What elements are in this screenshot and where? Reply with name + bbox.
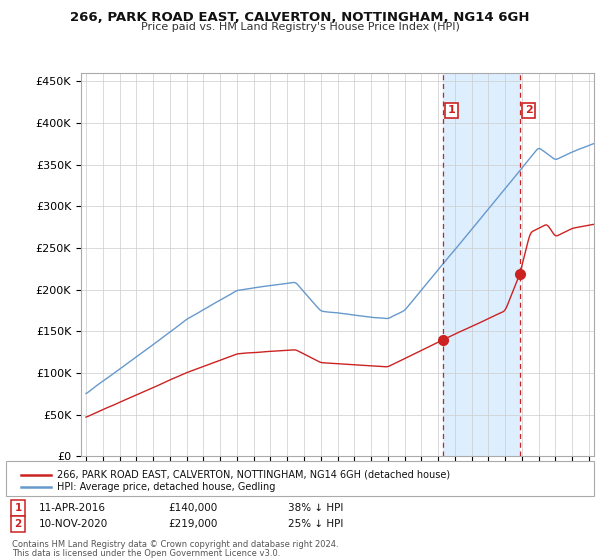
Text: 2: 2 <box>525 105 533 115</box>
Text: HPI: Average price, detached house, Gedling: HPI: Average price, detached house, Gedl… <box>57 482 275 492</box>
Text: This data is licensed under the Open Government Licence v3.0.: This data is licensed under the Open Gov… <box>12 549 280 558</box>
Text: 266, PARK ROAD EAST, CALVERTON, NOTTINGHAM, NG14 6GH (detached house): 266, PARK ROAD EAST, CALVERTON, NOTTINGH… <box>57 470 450 480</box>
Text: 1: 1 <box>14 503 22 513</box>
Text: Contains HM Land Registry data © Crown copyright and database right 2024.: Contains HM Land Registry data © Crown c… <box>12 540 338 549</box>
Text: £219,000: £219,000 <box>168 519 217 529</box>
Text: 2: 2 <box>14 519 22 529</box>
Text: Price paid vs. HM Land Registry's House Price Index (HPI): Price paid vs. HM Land Registry's House … <box>140 22 460 32</box>
Text: 38% ↓ HPI: 38% ↓ HPI <box>288 503 343 513</box>
Text: 1: 1 <box>448 105 455 115</box>
Text: 266, PARK ROAD EAST, CALVERTON, NOTTINGHAM, NG14 6GH: 266, PARK ROAD EAST, CALVERTON, NOTTINGH… <box>70 11 530 24</box>
Text: 25% ↓ HPI: 25% ↓ HPI <box>288 519 343 529</box>
Text: £140,000: £140,000 <box>168 503 217 513</box>
Text: 10-NOV-2020: 10-NOV-2020 <box>39 519 108 529</box>
Text: 11-APR-2016: 11-APR-2016 <box>39 503 106 513</box>
